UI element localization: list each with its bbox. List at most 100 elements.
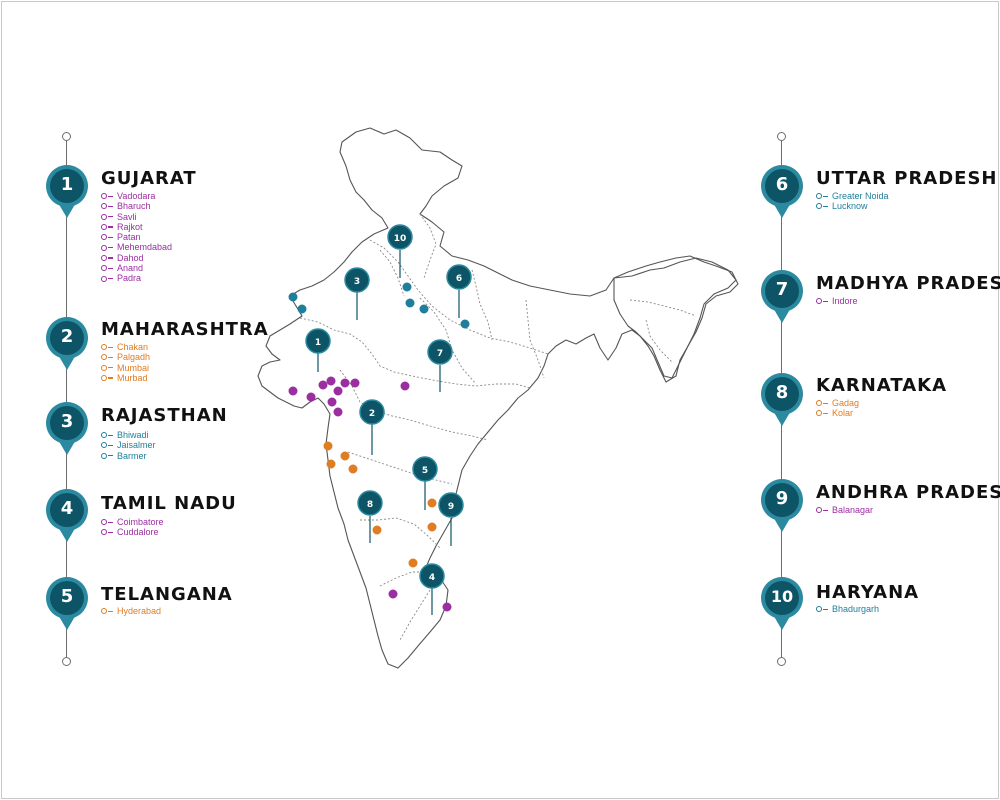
marker-number: 7 <box>775 279 789 300</box>
arrow-icon <box>108 377 113 379</box>
arrow-icon <box>823 300 828 302</box>
city-name: Balanagar <box>832 505 874 515</box>
city-item: Murbad <box>101 373 150 383</box>
arrow-icon <box>108 444 113 447</box>
city-name: Lucknow <box>832 201 868 212</box>
marker-number: 8 <box>775 382 789 403</box>
city-item: Bhiwadi <box>101 430 156 440</box>
city-name: Anand <box>117 263 144 274</box>
state-title: TAMIL NADU <box>101 493 237 514</box>
city-name: Vadodara <box>117 191 156 201</box>
map-marker-label: 3 <box>354 277 360 287</box>
numbered-marker-icon <box>760 373 803 426</box>
city-list: Vadodara Bharuch Savli Rajkot Patan Mehemdaba… <box>101 191 172 284</box>
map-pin-icon <box>101 244 107 251</box>
numbered-marker-icon <box>760 577 803 630</box>
map-marker-label: 10 <box>394 234 407 244</box>
state-marker-1: 1 <box>44 163 90 221</box>
city-item: Gadag <box>816 398 859 408</box>
state-marker-8: 8 <box>759 371 805 429</box>
state-title: UTTAR PRADESH <box>816 168 998 189</box>
city-list: Bhiwadi Jaisalmer Barmer <box>101 430 156 461</box>
map-pin-icon <box>101 203 107 210</box>
city-name: Jaisalmer <box>117 440 156 451</box>
map-pin-icon <box>101 193 107 200</box>
map-pin-icon <box>101 254 107 261</box>
state-title: MADHYA PRADESH <box>816 273 1000 294</box>
arrow-icon <box>823 412 828 415</box>
left-timeline <box>66 138 68 662</box>
map-pin-icon <box>101 529 107 536</box>
numbered-marker-icon <box>760 165 803 218</box>
city-list: Chakan Palgadh Mumbai Murbad <box>101 342 150 383</box>
city-item: Jaisalmer <box>101 440 156 450</box>
city-name: Patan <box>117 232 141 243</box>
arrow-icon <box>823 402 828 404</box>
map-pin-icon <box>101 375 107 382</box>
marker-number: 10 <box>770 587 794 606</box>
arrow-icon <box>823 195 828 197</box>
city-item: Coimbatore <box>101 517 164 527</box>
map-pin-icon <box>101 354 107 361</box>
city-item: Savli <box>101 212 172 222</box>
map-pin-icon <box>816 193 822 200</box>
arrow-icon <box>108 277 113 280</box>
state-marker-3: 3 <box>44 400 90 458</box>
city-item: Bhadurgarh <box>816 604 879 614</box>
state-marker-9: 9 <box>759 477 805 535</box>
city-item: Hyderabad <box>101 606 161 616</box>
map-marker-label: 1 <box>315 338 321 348</box>
city-list: Hyderabad <box>101 606 161 616</box>
arrow-icon <box>108 195 113 197</box>
map-pin-icon <box>816 203 822 210</box>
city-name: Kolar <box>832 408 854 419</box>
right-timeline-bottom <box>777 657 786 666</box>
arrow-icon <box>108 610 113 612</box>
map-pin-icon <box>816 606 822 613</box>
city-list: Gadag Kolar <box>816 398 859 419</box>
marker-number: 1 <box>60 174 74 195</box>
city-name: Bhadurgarh <box>832 604 880 614</box>
map-pin-icon <box>101 344 107 351</box>
arrow-icon <box>108 205 113 208</box>
numbered-marker-icon <box>45 402 88 455</box>
state-marker-2: 2 <box>44 315 90 373</box>
city-list: Coimbatore Cuddalore <box>101 517 164 538</box>
city-item: Kolar <box>816 408 859 418</box>
map-pin-icon <box>816 400 822 407</box>
state-title: ANDHRA PRADESH <box>816 482 1000 503</box>
marker-number: 4 <box>60 498 74 519</box>
city-name: Chakan <box>117 342 149 352</box>
numbered-marker-icon <box>45 577 88 630</box>
map-pin-icon <box>101 452 107 459</box>
numbered-marker-icon <box>45 165 88 218</box>
city-name: Dahod <box>117 252 144 263</box>
city-item: Mehemdabad <box>101 242 172 252</box>
city-name: Mumbai <box>117 362 150 373</box>
city-name: Greater Noida <box>832 191 889 201</box>
city-item: Vadodara <box>101 191 172 201</box>
arrow-icon <box>108 455 113 457</box>
city-name: Rajkot <box>117 221 143 232</box>
city-name: Coimbatore <box>117 517 164 527</box>
map-pin-icon <box>816 507 822 514</box>
map-marker-label: 8 <box>367 500 373 510</box>
city-name: Savli <box>117 211 137 222</box>
city-name: Palgadh <box>117 352 151 363</box>
city-list: Balanagar <box>816 505 873 515</box>
arrow-icon <box>108 236 113 238</box>
map-marker-label: 2 <box>369 409 375 419</box>
city-name: Bhiwadi <box>117 430 149 440</box>
city-list: Bhadurgarh <box>816 604 879 614</box>
map-pin-icon <box>101 275 107 282</box>
map-pin-icon <box>101 224 107 231</box>
city-name: Cuddalore <box>117 527 159 538</box>
arrow-icon <box>108 216 113 218</box>
numbered-marker-icon <box>760 479 803 532</box>
city-name: Padra <box>117 273 142 284</box>
city-item: Padra <box>101 273 172 283</box>
arrow-icon <box>108 246 113 249</box>
city-list: Greater Noida Lucknow <box>816 191 889 212</box>
numbered-marker-icon <box>760 270 803 323</box>
